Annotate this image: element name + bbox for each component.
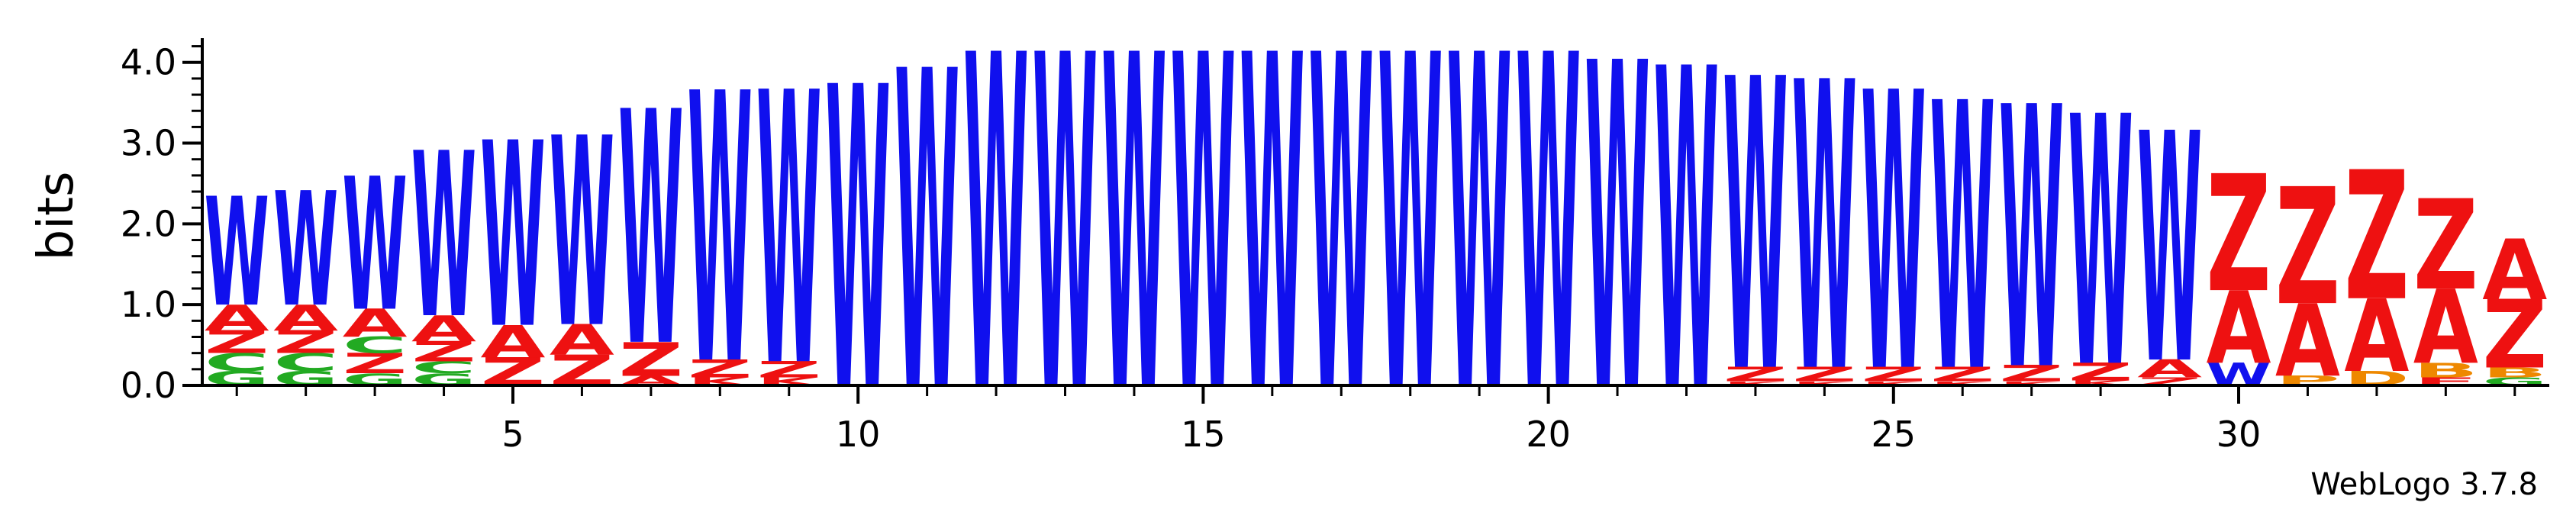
logo-glyph-a: A (2275, 284, 2340, 399)
logo-glyph-a: A (2413, 269, 2478, 387)
logo-glyph-a: A (2482, 222, 2547, 318)
logo-glyph-a: A (2344, 279, 2409, 395)
logo-glyph-k: K (1861, 380, 1926, 386)
y-tick-label: 3.0 (121, 123, 176, 164)
y-tick-label: 1.0 (121, 284, 176, 325)
x-tick-label: 25 (1872, 414, 1917, 455)
logo-glyph-z: Z (1861, 363, 1926, 386)
logo-glyph-w: W (1861, 14, 1926, 457)
logo-glyph-w: W (1240, 0, 1304, 495)
logo-glyph-w: W (343, 139, 408, 352)
logo-glyph-w: W (1033, 0, 1098, 495)
logo-glyph-a: A (205, 298, 269, 339)
logo-glyph-w: W (1999, 32, 2064, 450)
logo-glyph-z: Z (1792, 363, 1857, 386)
logo-glyph-w: W (688, 15, 753, 447)
x-tick-label: 5 (501, 414, 524, 455)
logo-glyph-w: W (1101, 0, 1166, 495)
logo-glyph-w: W (1654, 0, 1719, 490)
y-tick-label: 0.0 (121, 365, 176, 406)
logo-glyph-z: Z (205, 324, 269, 360)
logo-glyph-z: Z (756, 357, 821, 383)
axes: 0.0 1.0 2.0 3.0 4.0 5 10 15 20 25 30 (121, 38, 2549, 455)
x-tick-label: 10 (836, 414, 881, 455)
logo-glyph-k: K (1930, 380, 1995, 386)
logo-glyph-z: Z (1930, 363, 1995, 386)
logo-glyph-z: Z (1723, 363, 1788, 386)
logo-glyph-w: W (480, 89, 545, 386)
logo-glyph-w: W (411, 106, 476, 369)
logo-glyph-a: A (273, 298, 338, 339)
logo-glyph-w: W (1309, 0, 1374, 495)
logo-glyph-z: Z (2207, 142, 2271, 329)
logo-glyph-w: W (964, 0, 1029, 495)
logo-glyph-w: W (1516, 0, 1581, 495)
logo-glyph-z: Z (273, 324, 338, 360)
y-tick-label: 4.0 (121, 42, 176, 83)
logo-glyph-k: K (1999, 380, 2064, 386)
logo-glyph-a: A (411, 308, 476, 350)
logo-glyph-w: W (1585, 0, 1650, 491)
logo-glyph-c: C (273, 349, 338, 377)
logo-glyph-c: C (411, 358, 476, 377)
logo-glyph-k: K (2068, 379, 2133, 387)
logo-glyph-c: C (343, 333, 408, 359)
logo-glyph-c: C (205, 349, 269, 377)
y-tick-label: 2.0 (121, 203, 176, 244)
y-axis-title: bits (28, 172, 85, 261)
weblogo-credit: WebLogo 3.7.8 (2310, 467, 2538, 502)
x-tick-label: 15 (1181, 414, 1226, 455)
logo-glyph-w: W (2137, 68, 2202, 435)
logo-glyph-z: Z (2482, 281, 2547, 390)
logo-glyph-a: A (2207, 271, 2271, 386)
logo-glyph-z: Z (2344, 134, 2409, 340)
logo-glyph-b: B (2482, 365, 2547, 380)
logo-glyph-w: W (756, 14, 821, 449)
logo-glyph-k: K (1723, 380, 1788, 386)
logo-glyph-w: W (205, 167, 269, 341)
logo-glyph-b: B (2413, 359, 2478, 382)
logo-glyph-z: Z (618, 333, 683, 387)
logo-glyph-z: Z (2413, 175, 2478, 318)
logo-glyph-w: W (2068, 46, 2133, 445)
logo-glyph-z: Z (1999, 361, 2064, 387)
logo-glyph-z: Z (2275, 155, 2340, 342)
logo-glyph-w: W (1378, 0, 1443, 495)
logo-glyph-a: A (550, 316, 614, 365)
x-tick-label: 30 (2217, 414, 2262, 455)
logo-glyph-w: W (1171, 0, 1236, 495)
logo-glyph-z: Z (411, 336, 476, 368)
logo-glyph-a: A (343, 301, 408, 346)
logo-glyph-a: A (480, 316, 545, 368)
logo-glyph-w: W (895, 0, 959, 489)
logo-glyph-w: W (618, 46, 683, 418)
logo-glyph-a: A (2137, 355, 2203, 383)
logo-glyph-w: W (1447, 0, 1512, 495)
logo-glyph-w: W (1930, 27, 1995, 454)
x-tick-label: 20 (1526, 414, 1571, 455)
logo-glyph-z: Z (688, 355, 753, 383)
logo-glyph-w: W (550, 84, 614, 386)
logo-glyph-z: Z (2068, 358, 2133, 386)
logo-glyph-k: K (1792, 380, 1857, 386)
logo-glyph-w: W (273, 159, 338, 342)
logo-glyph-z: Z (343, 348, 408, 380)
logo-glyph-w: W (826, 1, 891, 484)
